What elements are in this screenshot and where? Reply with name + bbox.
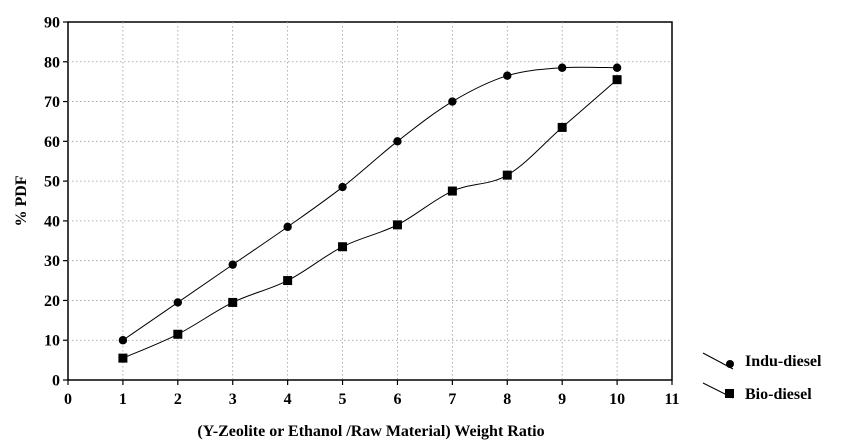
- grid: [68, 22, 672, 380]
- x-tick-label: 1: [119, 391, 127, 408]
- y-axis-title: % PDF: [13, 175, 30, 226]
- data-point-square: [557, 122, 567, 132]
- y-tick-label: 10: [44, 333, 60, 350]
- legend-marker-square: [725, 389, 734, 398]
- data-point-square: [612, 75, 622, 85]
- y-tick-label: 60: [44, 134, 60, 151]
- data-point-square: [392, 220, 402, 230]
- data-point-square: [118, 353, 128, 363]
- legend-item-indu-diesel: Indu-diesel: [702, 352, 822, 370]
- data-point-square: [338, 242, 348, 252]
- y-tick-label: 20: [44, 293, 60, 310]
- series-markers: [118, 63, 622, 363]
- y-tick-label: 80: [44, 54, 60, 71]
- x-tick-label: 8: [503, 391, 511, 408]
- y-axis: 0 10 20 30 40 50 60 70 80 90: [44, 15, 68, 390]
- x-axis-title: (Y-Zeolite or Ethanol /Raw Material) Wei…: [197, 423, 544, 440]
- series-lines: [122, 66, 618, 359]
- data-point-square: [173, 329, 183, 339]
- x-tick-label: 2: [174, 391, 182, 408]
- y-tick-label: 0: [52, 373, 60, 390]
- y-tick-label: 40: [44, 213, 60, 230]
- y-tick-label: 90: [44, 15, 60, 32]
- data-point-circle: [448, 97, 457, 106]
- data-point-square: [283, 276, 293, 286]
- x-tick-label: 3: [229, 391, 237, 408]
- x-tick-label: 6: [393, 391, 401, 408]
- x-axis: 0 1 2 3 4 5 6 7 8 9 10 11: [64, 380, 680, 408]
- plot-area: [67, 21, 673, 381]
- x-tick-label: 5: [339, 391, 347, 408]
- data-point-square: [447, 186, 457, 196]
- legend-marker-circle: [726, 360, 734, 368]
- data-point-circle: [612, 63, 622, 72]
- legend-label: Indu-diesel: [745, 353, 822, 370]
- series-line-bio-diesel: [122, 79, 618, 359]
- data-point-circle: [283, 222, 292, 232]
- y-tick-label: 50: [44, 174, 60, 191]
- data-point-square: [502, 170, 512, 180]
- x-tick-label: 10: [609, 391, 625, 408]
- y-tick-label: 70: [44, 94, 60, 111]
- data-point-square: [228, 297, 238, 307]
- x-tick-label: 0: [64, 391, 72, 408]
- x-tick-label: 11: [664, 391, 679, 408]
- legend: Indu-diesel Bio-diesel: [702, 352, 822, 403]
- data-point-circle: [173, 298, 183, 307]
- x-tick-label: 4: [284, 391, 292, 408]
- data-point-circle: [338, 182, 347, 192]
- x-tick-label: 7: [448, 391, 456, 408]
- series-line-indu-diesel: [122, 66, 618, 341]
- y-tick-label: 30: [44, 253, 60, 270]
- data-point-circle: [557, 63, 567, 72]
- x-tick-label: 9: [558, 391, 566, 408]
- data-point-circle: [393, 137, 402, 146]
- legend-label: Bio-diesel: [745, 386, 812, 403]
- legend-item-bio-diesel: Bio-diesel: [702, 382, 812, 403]
- data-point-circle: [118, 336, 128, 345]
- data-point-circle: [228, 260, 237, 269]
- data-point-circle: [503, 71, 512, 80]
